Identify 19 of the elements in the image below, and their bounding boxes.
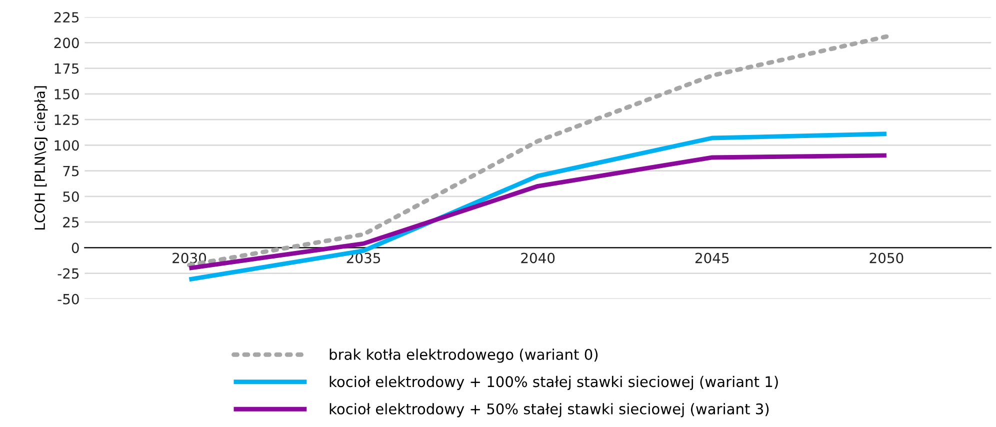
y-tick-label: 0	[72, 242, 79, 254]
x-tick-label: 2050	[870, 252, 904, 264]
y-tick-label: 175	[54, 63, 79, 74]
y-tick-label: 125	[54, 114, 79, 126]
x-tick-label: 2045	[695, 252, 729, 264]
legend-label: brak kotła elektrodowego (wariant 0)	[330, 348, 598, 363]
y-tick-label: 75	[63, 166, 79, 176]
y-tick-label: -50	[58, 294, 79, 304]
legend-label: kocioł elektrodowy + 50% stałej stawki sieciowej (wariant 3)	[330, 403, 769, 418]
x-tick-label: 2040	[521, 252, 555, 264]
y-tick-label: 25	[63, 217, 79, 228]
y-tick-label: 150	[54, 88, 79, 100]
y-tick-label: 50	[63, 191, 79, 202]
legend-label: kocioł elektrodowy + 100% stałej stawki sieciowej (wariant 1)	[330, 376, 778, 390]
y-tick-label: -25	[58, 268, 79, 279]
y-tick-label: 100	[54, 140, 79, 151]
y-tick-label: 225	[54, 12, 79, 23]
y-tick-label: 200	[54, 38, 79, 48]
y-axis-title: LCOH [PLN\GJ ciepła]	[34, 86, 48, 230]
